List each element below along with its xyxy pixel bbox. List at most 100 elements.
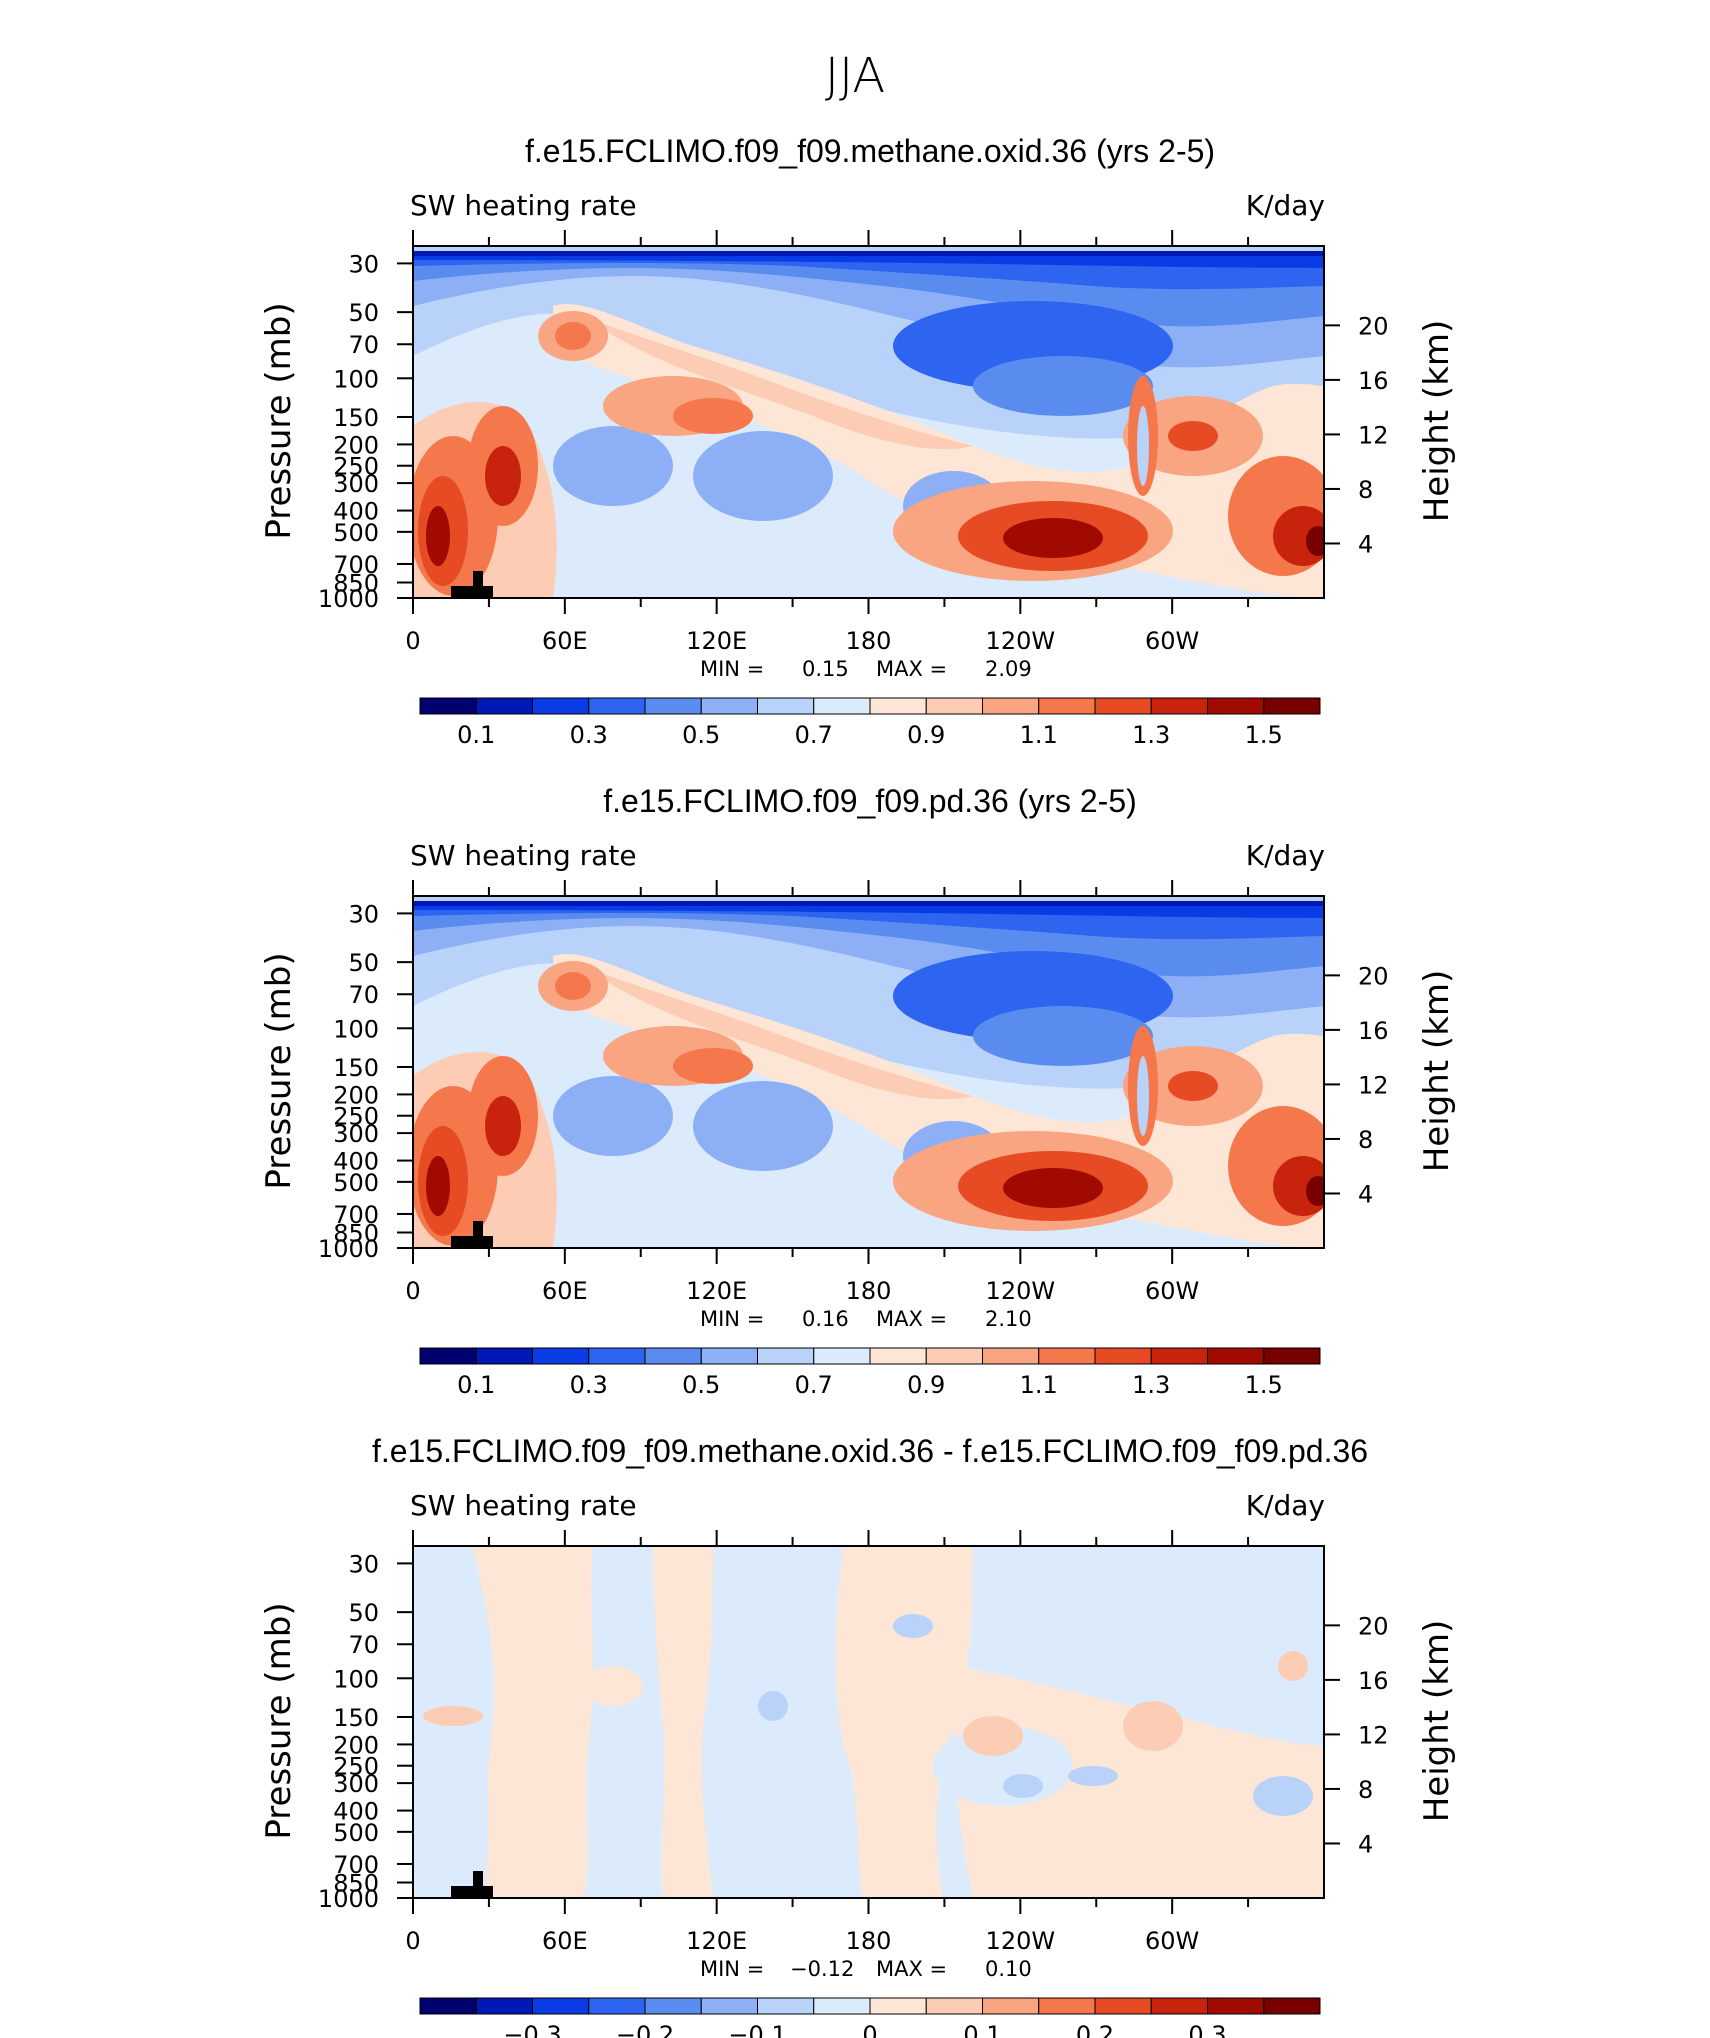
y-tick-label: 30: [348, 1550, 379, 1578]
y-tick-label: 50: [348, 299, 379, 327]
y-tick-label: 150: [333, 1704, 379, 1732]
colorbar-label: 1.3: [1132, 1371, 1170, 1399]
panel-2-plot: 0 60E 120E 180 120W 60W3050701001502002503004…: [318, 880, 1389, 1305]
colorbar-swatch: [813, 1997, 871, 2015]
colorbar-label: 1.5: [1245, 1371, 1283, 1399]
colorbar-swatch: [925, 1347, 983, 1365]
contour-field: [413, 896, 1324, 1248]
colorbar-swatch: [475, 697, 533, 715]
terrain-mask: [451, 1871, 493, 1898]
colorbar-swatch: [1094, 1347, 1152, 1365]
x-tick-label: 0: [405, 1927, 420, 1955]
y-tick-label: 1000: [318, 1885, 379, 1913]
panel-3-min-label: MIN =: [700, 1957, 764, 1981]
x-tick-label: 180: [846, 627, 892, 655]
panel-1-right-string: K/day: [1246, 189, 1325, 222]
y-tick-label: 70: [348, 1631, 379, 1659]
colorbar-label: 0.9: [907, 721, 945, 749]
y-tick-label: 850: [333, 1869, 379, 1897]
panel-3-right-string: K/day: [1246, 1489, 1325, 1522]
y-tick-label: 700: [333, 1851, 379, 1879]
panel-3: f.e15.FCLIMO.f09_f09.methane.oxid.36 - f…: [259, 1433, 1457, 2038]
colorbar-swatch: [757, 1347, 815, 1365]
y-tick-label: 100: [333, 365, 379, 393]
colorbar-swatch: [1207, 1997, 1265, 2015]
colorbar-swatch: [644, 1347, 702, 1365]
panel-2-colorbar: 0.1 0.3 0.5 0.7 0.9 1.1 1.3 1.5: [419, 1347, 1321, 1399]
panel-3-max-value: 0.10: [985, 1957, 1032, 1981]
colorbar-label: −0.3: [503, 2021, 561, 2038]
panel-1-ylabel-right: Height (km): [1417, 320, 1457, 523]
colorbar-label: 0.3: [570, 1371, 608, 1399]
y-tick-label: 500: [333, 1169, 379, 1197]
y-tick-label: 300: [333, 1120, 379, 1148]
panel-1-plot: 0 60E 120E 180 120W 60W3050701001502002503004…: [318, 230, 1389, 655]
colorbar-label: −0.2: [616, 2021, 674, 2038]
y-tick-label: 850: [333, 1219, 379, 1247]
panel-3-plot: 0 60E 120E 180 120W 60W3050701001502002503004…: [318, 1530, 1389, 1955]
colorbar-swatch: [419, 1347, 477, 1365]
y-tick-label: 150: [333, 1054, 379, 1082]
y-tick-label: 250: [333, 453, 379, 481]
y-tick-label: 250: [333, 1753, 379, 1781]
colorbar-swatch: [982, 1347, 1040, 1365]
colorbar-swatch: [813, 697, 871, 715]
height-tick-label: 16: [1358, 367, 1389, 395]
colorbar-label: 0: [862, 2021, 877, 2038]
colorbar-label: 0.7: [795, 1371, 833, 1399]
height-tick-label: 8: [1358, 1126, 1373, 1154]
colorbar-label: 0.5: [682, 721, 720, 749]
x-tick-label: 120E: [686, 627, 747, 655]
panel-1-left-string: SW heating rate: [410, 189, 637, 222]
x-tick-label: 60W: [1145, 1927, 1199, 1955]
y-tick-label: 150: [333, 404, 379, 432]
colorbar-swatch: [475, 1347, 533, 1365]
colorbar-swatch: [532, 1997, 590, 2015]
colorbar-label: 0.5: [682, 1371, 720, 1399]
colorbar-swatch: [644, 1997, 702, 2015]
colorbar-swatch: [1038, 1347, 1096, 1365]
panel-2-max-label: MAX =: [876, 1307, 947, 1331]
colorbar-swatch: [982, 697, 1040, 715]
x-tick-label: 60E: [542, 1927, 588, 1955]
terrain-mask: [451, 571, 493, 598]
y-tick-label: 300: [333, 1770, 379, 1798]
x-tick-label: 180: [846, 1277, 892, 1305]
panel-2-right-string: K/day: [1246, 839, 1325, 872]
colorbar-swatch: [1207, 1347, 1265, 1365]
colorbar-swatch: [700, 1997, 758, 2015]
colorbar-label: 0.7: [795, 721, 833, 749]
colorbar-swatch: [869, 697, 927, 715]
y-tick-label: 400: [333, 1148, 379, 1176]
colorbar-swatch: [700, 697, 758, 715]
figure-suptitle: JJA: [825, 48, 885, 104]
y-tick-label: 30: [348, 900, 379, 928]
panel-2: f.e15.FCLIMO.f09_f09.pd.36 (yrs 2-5) SW …: [259, 783, 1457, 1399]
colorbar-label: 1.1: [1020, 721, 1058, 749]
colorbar-label: −0.1: [728, 2021, 786, 2038]
colorbar-swatch: [700, 1347, 758, 1365]
height-tick-label: 20: [1358, 1612, 1389, 1640]
y-tick-label: 200: [333, 1731, 379, 1759]
y-tick-label: 400: [333, 498, 379, 526]
panel-2-min-label: MIN =: [700, 1307, 764, 1331]
colorbar-label: 0.1: [457, 721, 495, 749]
colorbar-label: 0.3: [570, 721, 608, 749]
colorbar-swatch: [1038, 1997, 1096, 2015]
colorbar-label: 0.1: [457, 1371, 495, 1399]
colorbar-swatch: [925, 1997, 983, 2015]
y-tick-label: 850: [333, 569, 379, 597]
panel-3-colorbar: −0.3 −0.2 −0.1 0 0.1 0.2 0.3: [419, 1997, 1321, 2038]
panel-1-max-label: MAX =: [876, 657, 947, 681]
colorbar-label: 0.1: [963, 2021, 1001, 2038]
colorbar-swatch: [757, 1997, 815, 2015]
x-tick-label: 180: [846, 1927, 892, 1955]
y-tick-label: 70: [348, 331, 379, 359]
y-tick-label: 50: [348, 949, 379, 977]
x-tick-label: 120W: [986, 627, 1056, 655]
terrain-mask: [451, 1221, 493, 1248]
colorbar-swatch: [1263, 1347, 1321, 1365]
y-tick-label: 400: [333, 1798, 379, 1826]
y-tick-label: 700: [333, 1201, 379, 1229]
colorbar-swatch: [757, 697, 815, 715]
